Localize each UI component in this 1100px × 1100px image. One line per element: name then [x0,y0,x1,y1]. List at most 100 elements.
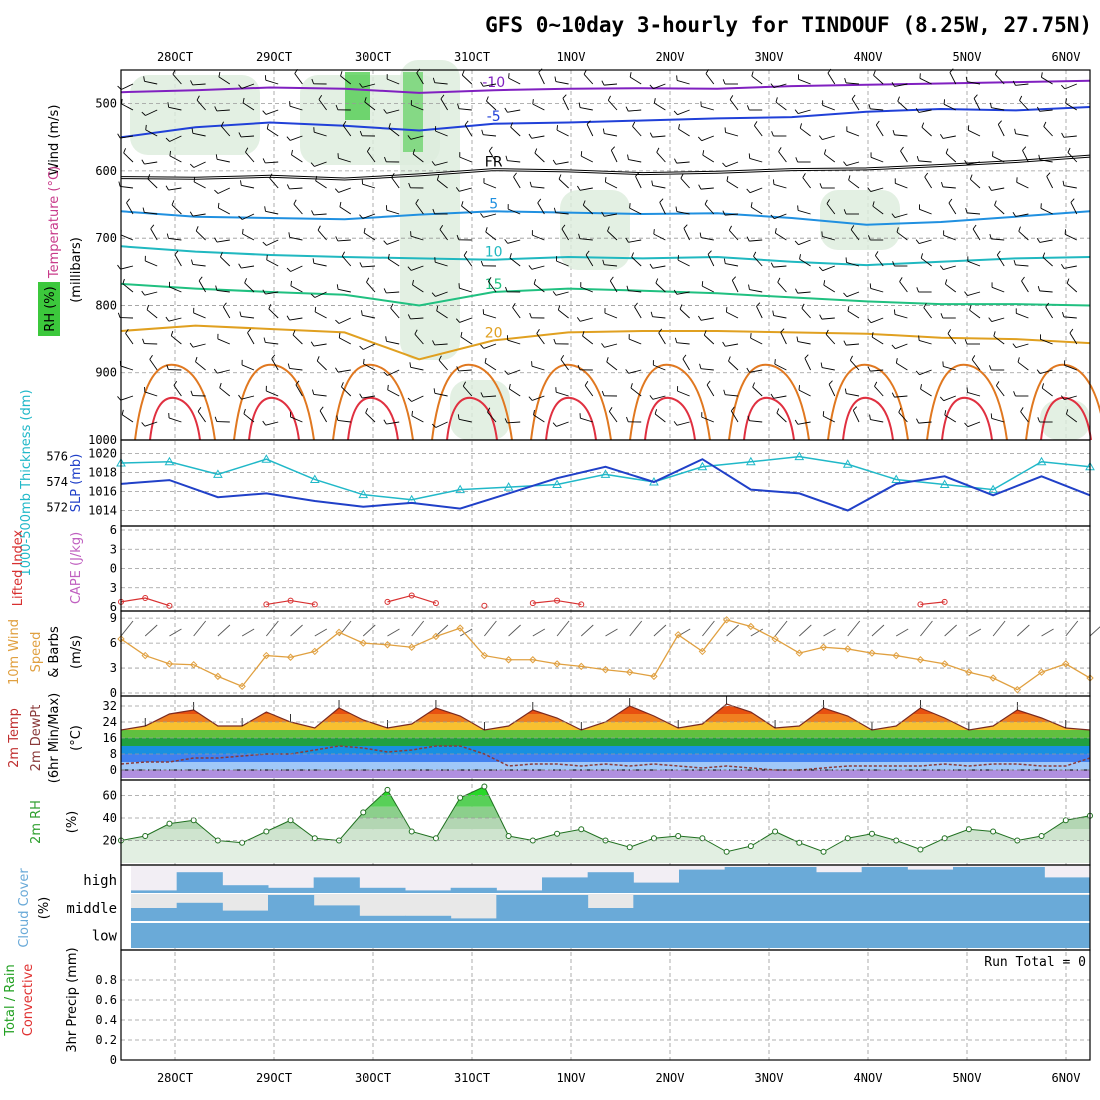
wind-barb [121,414,134,423]
wind-barb-flag [197,406,202,412]
wind-barb-flag [508,383,511,390]
wind-barb [147,178,158,189]
lifted-index-marker [554,597,561,604]
wind-barb-flag [383,109,388,114]
wind-barb [120,234,134,241]
cloud-cover-bar [998,923,1045,948]
wind-barb [483,313,497,319]
wind-barb-flag [142,207,145,213]
thickness-marker [213,469,223,478]
wind-barb-flag [505,155,508,161]
wind-barb-flag [699,363,702,369]
wind-barb [919,208,932,215]
x-tick-label-top: 1NOV [557,50,586,64]
wind-barb-flag [971,355,976,360]
wind-barb-flag [217,202,220,208]
wind-barb [220,125,231,137]
cloud-cover-bar [953,895,1000,921]
wind-barb-flag [407,266,412,271]
wind-barb-flag [432,340,436,346]
wind-barb [899,281,908,293]
wind-barb-flag [316,356,320,362]
wind-barb [265,210,279,215]
wind-barb [1015,343,1029,349]
wind-barb-flag [288,232,291,238]
wind-barb [458,369,472,372]
x-tick-label-bottom: 28OCT [157,1071,193,1085]
run-total-annotation: Run Total = 0 [984,955,1086,970]
wind-barb [797,421,811,425]
wind-barb-flag [385,336,387,342]
rh-marker [917,846,924,853]
pressure-tick-label: 1000 [88,433,117,447]
wind-barb-flag [287,363,290,369]
wind-barb-flag [238,132,242,138]
wind-barb-flag [504,107,508,113]
wind-barb [483,83,497,87]
wind-barb-flag [242,228,244,234]
wind-barb [390,307,400,319]
precip-convective-ylabel: Convective [21,964,36,1037]
wind-barb [412,153,424,163]
contour-label-15: 15 [485,277,503,293]
wind-barb [338,187,351,193]
wind-barb-flag [193,176,196,182]
wind-barb [484,362,497,371]
wind-barb-flag [487,277,492,282]
wind-barb [700,368,714,371]
cloud-cover-bar [268,895,315,921]
wind-barb-flag [552,291,557,296]
wind-barb [172,73,182,85]
wind-barb-flag [509,253,512,259]
wind-barb [707,254,715,267]
wind-barb [265,161,279,164]
thickness-tick-label: 572 [46,500,68,514]
wind-barb-flag [582,331,585,337]
wind-barb [440,98,448,111]
isotherm-15 [120,282,1091,307]
x-tick-label-bottom: 4NOV [854,1071,883,1085]
wind-barb-flag [770,83,775,88]
cloud-cover-bar [450,923,497,948]
wind-barb [607,230,618,241]
upper-air-ylabel-wind: Wind (m/s) [47,105,62,176]
wind-barb [386,209,400,215]
wind-barb [970,178,981,189]
wind-barb [658,332,666,345]
wind-barb [1064,395,1077,401]
wind-barb-flag [1065,409,1069,415]
cloud-cover-bar [998,867,1045,893]
wind-barb [295,384,303,397]
wind-barb [823,415,836,423]
wind-barb [555,291,569,296]
wind-barb [531,265,545,270]
surface-wind-barb [920,620,933,637]
wind-barb-flag [339,201,342,208]
wind-barb-flag [1045,302,1050,308]
wind-barb [1040,207,1053,215]
wind-barb [918,109,932,113]
wind-barb [293,203,303,215]
surface-wind-barb [1089,626,1100,637]
wind-barb [122,283,134,293]
wind-barb-flag [311,78,315,84]
surface-wind-barb [169,628,182,637]
wind-barb [821,317,835,320]
wind-barb [1021,280,1029,293]
isotherm-10 [120,245,1091,267]
surface-wind-barb [992,620,1006,637]
precip-ylabel: 3hr Precip (mm) [65,947,80,1052]
wind-barb [656,152,666,163]
wind-tick-label: 6 [110,636,117,650]
wind-barb [896,362,908,371]
wind-barb [291,154,303,163]
wind-barb [579,238,593,241]
rh2m-units-ylabel: (%) [65,811,80,834]
cloud-cover-bar [450,887,497,893]
wind-speed-marker [771,635,779,643]
wind-barb [555,81,569,85]
surface-temp-contour [728,363,810,441]
wind-barb [366,281,376,293]
wind-ylabel-units: (m/s) [69,635,84,669]
thickness-marker [358,489,369,499]
